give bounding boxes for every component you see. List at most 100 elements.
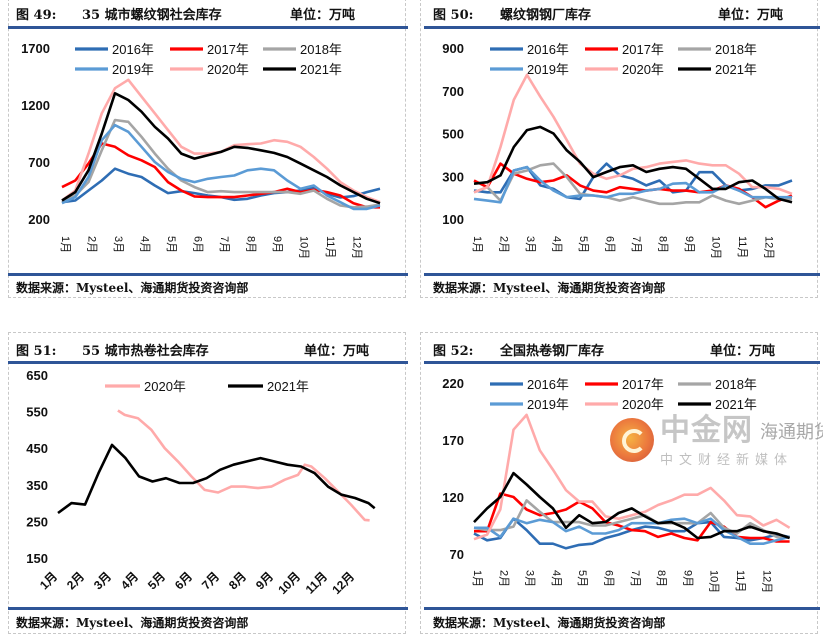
figure-50-panel <box>420 0 818 298</box>
x-tick-label: 4月 <box>139 236 151 253</box>
series-line-2020 <box>473 73 793 196</box>
series-line-2021 <box>473 125 793 204</box>
legend-label: 2020年 <box>622 397 664 412</box>
chart-0: 200 700 1200 1700 1月 2月 3月 4月 5月 6月 7月 8月 9月 10月 11月 12… <box>21 41 381 259</box>
figure-52-panel <box>420 332 818 634</box>
figure-50-title: 螺纹钢钢厂库存 <box>500 8 592 23</box>
figure-49-number: 图 49: <box>16 8 57 23</box>
y-tick-label: 1700 <box>21 41 50 56</box>
x-tick-label: 8月 <box>657 236 669 253</box>
x-tick-label: 2月 <box>86 236 98 253</box>
x-tick-label: 7月 <box>218 236 230 253</box>
figure-50-source: 数据来源：Mysteel、海通期货投资咨询部 <box>433 281 666 295</box>
x-tick-label: 7月 <box>630 236 642 253</box>
series-line-2017 <box>473 162 793 209</box>
x-tick-label: 1月 <box>471 570 483 587</box>
y-tick-label: 550 <box>26 405 48 420</box>
figure-50-unit: 单位：万吨 <box>718 8 784 23</box>
figure-51-bottom-rule <box>8 607 408 610</box>
series-line-2020 <box>117 409 370 522</box>
x-tick-label: 4月 <box>550 570 562 587</box>
figure-49-panel <box>8 0 406 298</box>
x-tick-label: 9月 <box>681 570 693 587</box>
series-line-2021 <box>473 471 791 540</box>
figure-52-bottom-rule <box>424 607 820 610</box>
y-tick-label: 500 <box>442 127 464 142</box>
figure-51-top-rule <box>8 361 408 364</box>
legend-label: 2021年 <box>715 397 757 412</box>
watermark: 中金网 海通期货 中文财经新媒体 <box>610 413 823 490</box>
y-tick-label: 700 <box>442 84 464 99</box>
watermark-logo-text: 中金网 <box>660 413 753 448</box>
figure-49-bottom-rule <box>8 273 408 276</box>
series-line-2018 <box>61 118 381 209</box>
figure-49-title: 35 城市螺纹钢社会库存 <box>82 8 222 23</box>
legend-label: 2019年 <box>527 62 569 77</box>
x-tick-label: 1月 <box>471 236 483 253</box>
x-tick-label: 11月 <box>736 236 748 258</box>
watermark-sub-text: 中文财经新媒体 <box>660 453 794 468</box>
y-tick-label: 100 <box>442 212 464 227</box>
figure-49-unit: 单位：万吨 <box>290 8 356 23</box>
x-tick-label: 5月 <box>145 569 168 592</box>
series-line-2020 <box>61 78 381 204</box>
x-tick-label: 9月 <box>271 236 283 253</box>
series-line-2019 <box>474 517 790 546</box>
series-line-2021 <box>61 92 381 205</box>
figure-49-top-rule <box>8 26 408 29</box>
legend-label: 2019年 <box>527 397 569 412</box>
legend-label: 2020年 <box>207 62 249 77</box>
figure-51-title: 55 城市热卷社会库存 <box>82 344 209 359</box>
figure-52-unit: 单位：万吨 <box>710 344 776 359</box>
x-tick-label: 6月 <box>604 236 616 253</box>
series-line-2018 <box>473 162 792 206</box>
x-tick-label: 2月 <box>64 569 87 592</box>
figure-50-number: 图 50: <box>433 8 474 23</box>
x-tick-label: 5月 <box>577 236 589 253</box>
x-tick-label: 10月 <box>710 236 722 259</box>
figure-52-title: 全国热卷钢厂库存 <box>500 344 605 359</box>
x-tick-label: 3月 <box>112 236 124 253</box>
legend-label: 2019年 <box>112 62 154 77</box>
legend-label: 2016年 <box>527 42 569 57</box>
x-tick-label: 10月 <box>708 570 720 593</box>
legend-label: 2021年 <box>715 62 757 77</box>
watermark-logo-icon <box>610 418 654 462</box>
figure-50-bottom-rule <box>424 273 820 276</box>
x-tick-label: 9月 <box>683 236 695 253</box>
legend-label: 2016年 <box>527 377 569 392</box>
x-tick-label: 2月 <box>498 236 510 253</box>
series-line-2019 <box>473 165 792 204</box>
legend-label: 2017年 <box>622 377 664 392</box>
x-tick-label: 3月 <box>524 236 536 253</box>
x-tick-label: 6月 <box>192 236 204 253</box>
legend-label: 2020年 <box>144 379 186 394</box>
x-tick-label: 6月 <box>172 569 195 592</box>
figure-52-source: 数据来源：Mysteel、海通期货投资咨询部 <box>433 616 666 630</box>
y-tick-label: 300 <box>442 169 464 184</box>
x-tick-label: 3月 <box>91 569 114 592</box>
x-tick-label: 11月 <box>324 236 336 258</box>
x-tick-label: 11月 <box>303 569 330 596</box>
x-tick-label: 1月 <box>59 236 71 253</box>
series-line-2017 <box>61 142 380 209</box>
y-tick-label: 900 <box>442 41 464 56</box>
x-tick-label: 11月 <box>734 570 746 592</box>
x-tick-label: 5月 <box>576 570 588 587</box>
y-tick-label: 650 <box>26 368 48 383</box>
x-tick-label: 2月 <box>497 570 509 587</box>
x-tick-label: 12月 <box>329 569 357 597</box>
series-line-2020 <box>473 413 791 541</box>
x-tick-label: 5月 <box>165 236 177 253</box>
x-tick-label: 12月 <box>763 236 775 259</box>
figure-52-number: 图 52: <box>433 344 474 359</box>
x-tick-label: 7月 <box>199 569 222 592</box>
x-tick-label: 12月 <box>351 236 363 259</box>
legend-label: 2018年 <box>715 42 757 57</box>
y-tick-label: 200 <box>28 212 50 227</box>
x-tick-label: 1月 <box>37 569 60 592</box>
x-tick-label: 6月 <box>603 570 615 587</box>
x-tick-label: 9月 <box>253 569 276 592</box>
